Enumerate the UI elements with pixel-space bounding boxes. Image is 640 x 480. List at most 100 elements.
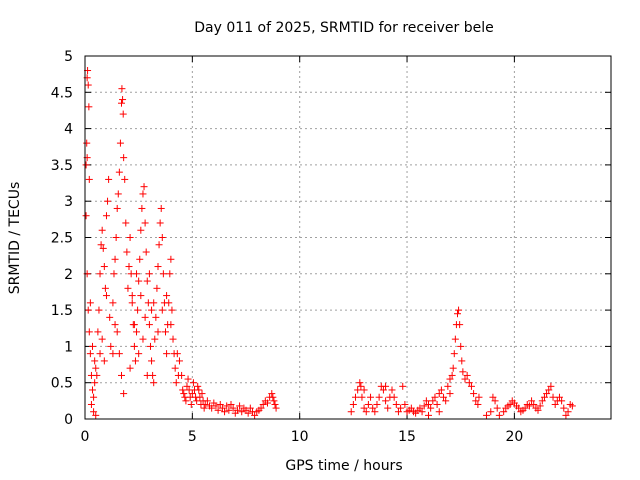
data-point (470, 390, 478, 398)
data-point (143, 277, 151, 285)
data-point (130, 342, 138, 350)
data-point (111, 255, 119, 263)
data-point (166, 270, 174, 278)
data-point (422, 397, 430, 405)
data-point (97, 241, 105, 249)
data-point (551, 400, 559, 408)
data-point (401, 400, 409, 408)
data-point (126, 234, 134, 241)
data-point (107, 342, 115, 350)
data-point (133, 270, 141, 278)
data-point (229, 404, 237, 412)
data-point (463, 371, 471, 379)
data-point (347, 408, 355, 416)
data-point (448, 371, 456, 379)
data-point (173, 350, 181, 358)
data-point (94, 328, 102, 336)
data-point (373, 400, 381, 408)
data-point (101, 284, 109, 292)
data-point (120, 154, 128, 162)
data-point (172, 379, 180, 387)
data-point (263, 399, 271, 407)
y-tick-label: 1.5 (51, 303, 73, 319)
data-point (180, 390, 188, 398)
data-point (109, 350, 117, 358)
data-point (198, 390, 206, 398)
data-point (238, 408, 246, 416)
data-point (102, 292, 110, 300)
data-point (113, 204, 121, 212)
data-point (461, 375, 469, 383)
data-point (399, 382, 407, 390)
data-point (135, 277, 143, 285)
data-point (538, 397, 546, 405)
data-point (113, 328, 121, 336)
data-point (555, 393, 563, 401)
data-point (142, 248, 150, 256)
data-point (82, 161, 90, 169)
data-point (268, 390, 276, 398)
y-axis-label: SRMTID / TECUs (7, 182, 23, 295)
data-point (558, 397, 566, 405)
data-point (472, 397, 480, 405)
data-point (562, 411, 570, 419)
data-point (115, 350, 123, 358)
data-point (536, 402, 544, 410)
data-point (82, 212, 90, 220)
data-point (102, 212, 110, 220)
data-point (437, 386, 445, 394)
data-point (446, 375, 454, 383)
data-point (89, 342, 97, 350)
plot-frame (84, 55, 612, 420)
data-point (100, 263, 108, 271)
data-point (543, 390, 551, 398)
axis-ticks: 0 0.5 1 1.5 2 2.5 3 3.5 4 4.5 5 0 5 10 15 20 (51, 49, 611, 445)
y-tick-label: 2 (64, 267, 73, 283)
data-point (491, 397, 499, 405)
data-point (271, 400, 279, 408)
data-point (98, 335, 106, 343)
data-point (453, 310, 461, 318)
data-point (352, 393, 360, 401)
data-point (212, 402, 220, 410)
data-point (178, 371, 186, 379)
data-point (134, 306, 142, 314)
data-point (236, 402, 244, 410)
x-tick-label: 0 (81, 429, 90, 445)
data-point (500, 408, 508, 416)
data-point (128, 292, 136, 300)
data-point (233, 406, 241, 414)
data-point (425, 411, 433, 419)
data-point (354, 386, 362, 394)
data-point (357, 382, 365, 390)
data-point (125, 263, 133, 271)
data-point (442, 397, 450, 405)
data-point (560, 404, 568, 412)
data-point (122, 219, 130, 227)
data-point (201, 400, 209, 408)
data-point (495, 411, 503, 419)
data-point (214, 406, 222, 414)
data-point (397, 404, 405, 412)
data-point (482, 411, 490, 419)
data-point (139, 190, 147, 198)
data-point (137, 292, 145, 300)
data-point (465, 379, 473, 387)
data-point (525, 402, 533, 410)
data-point (449, 364, 457, 372)
data-point (96, 350, 104, 358)
data-point (272, 404, 280, 412)
data-point (487, 408, 495, 416)
data-point (96, 270, 104, 278)
data-point (418, 408, 426, 416)
data-point (150, 379, 158, 387)
data-point (475, 393, 483, 401)
data-point (85, 175, 93, 183)
data-point (92, 411, 100, 419)
data-point (153, 284, 161, 292)
data-point (459, 368, 467, 376)
data-point (568, 402, 576, 410)
data-point (549, 393, 557, 401)
data-point (382, 382, 390, 390)
